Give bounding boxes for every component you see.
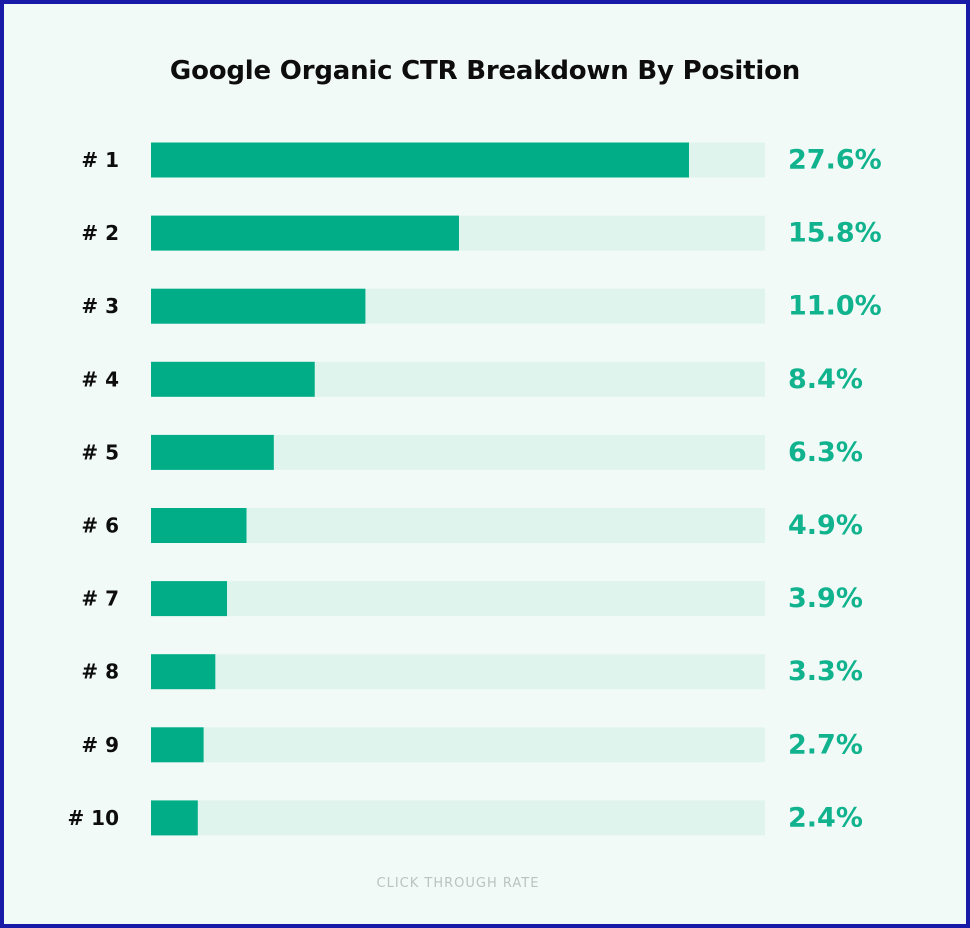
category-label: # 1 — [81, 148, 119, 172]
category-label: # 8 — [81, 660, 119, 684]
bar-row: # 8 3.3% — [81, 654, 863, 690]
bar — [151, 508, 247, 543]
bar — [151, 215, 459, 251]
value-label: 2.4% — [788, 802, 863, 833]
bar-track — [151, 800, 765, 836]
bar-row: # 9 2.7% — [81, 727, 863, 763]
category-label: # 9 — [81, 733, 119, 757]
bar — [151, 434, 274, 470]
bar — [151, 142, 689, 178]
bar-track — [151, 581, 765, 617]
category-label: # 7 — [81, 587, 119, 611]
value-label: 3.9% — [788, 583, 863, 614]
value-label: 27.6% — [788, 145, 882, 176]
bar-track — [151, 508, 765, 543]
value-label: 3.3% — [788, 656, 863, 687]
value-label: 4.9% — [788, 510, 863, 541]
chart-title: Google Organic CTR Breakdown By Position — [169, 56, 801, 86]
value-label: 15.8% — [788, 218, 882, 249]
value-label: 6.3% — [788, 437, 863, 468]
category-label: # 10 — [67, 806, 119, 830]
bar-row: # 10 2.4% — [67, 800, 863, 836]
category-label: # 3 — [81, 294, 119, 318]
bar-row: # 5 6.3% — [81, 434, 863, 470]
bar-row: # 7 3.9% — [81, 581, 863, 617]
category-label: # 6 — [81, 514, 119, 538]
bar — [151, 800, 198, 836]
bar — [151, 581, 228, 617]
bar — [151, 288, 366, 324]
value-label: 2.7% — [788, 729, 863, 760]
value-label: 11.0% — [788, 291, 882, 322]
bar — [151, 654, 216, 690]
category-label: # 2 — [81, 221, 119, 245]
x-axis-label: CLICK THROUGH RATE — [376, 876, 540, 891]
bar-track — [151, 727, 765, 763]
category-label: # 4 — [81, 367, 119, 391]
bar-row: # 1 27.6% — [81, 142, 882, 178]
category-label: # 5 — [81, 440, 119, 464]
bar-row: # 2 15.8% — [81, 215, 882, 251]
bar-row: # 4 8.4% — [81, 361, 863, 397]
bar-row: # 6 4.9% — [81, 508, 863, 543]
bar — [151, 361, 315, 397]
bar-row: # 3 11.0% — [81, 288, 882, 324]
value-label: 8.4% — [788, 364, 863, 395]
bar — [151, 727, 204, 763]
bar-track — [151, 654, 765, 690]
